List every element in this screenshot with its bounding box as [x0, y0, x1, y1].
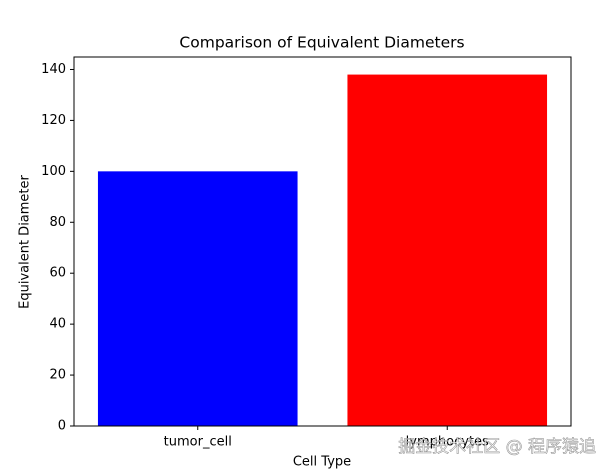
y-tick-label: 100 [41, 164, 66, 179]
chart-title: Comparison of Equivalent Diameters [179, 34, 464, 52]
x-tick-label: lymphocytes [406, 435, 489, 450]
y-tick-label: 20 [49, 368, 66, 383]
bar [97, 171, 298, 426]
x-axis-label: Cell Type [293, 455, 351, 470]
plot-frame [73, 56, 572, 427]
x-tick-label: tumor_cell [164, 435, 232, 450]
y-tick-label: 80 [49, 215, 66, 230]
y-tick-label: 0 [58, 419, 66, 434]
y-tick-label: 40 [49, 317, 66, 332]
y-axis-label: Equivalent Diameter [18, 174, 33, 308]
bar [347, 74, 548, 427]
y-tick-label: 120 [41, 113, 66, 128]
watermark: 掘金技术社区 @ 程序猿追 [398, 437, 596, 457]
y-tick-label: 60 [49, 266, 66, 281]
y-tick-label: 140 [41, 62, 66, 77]
